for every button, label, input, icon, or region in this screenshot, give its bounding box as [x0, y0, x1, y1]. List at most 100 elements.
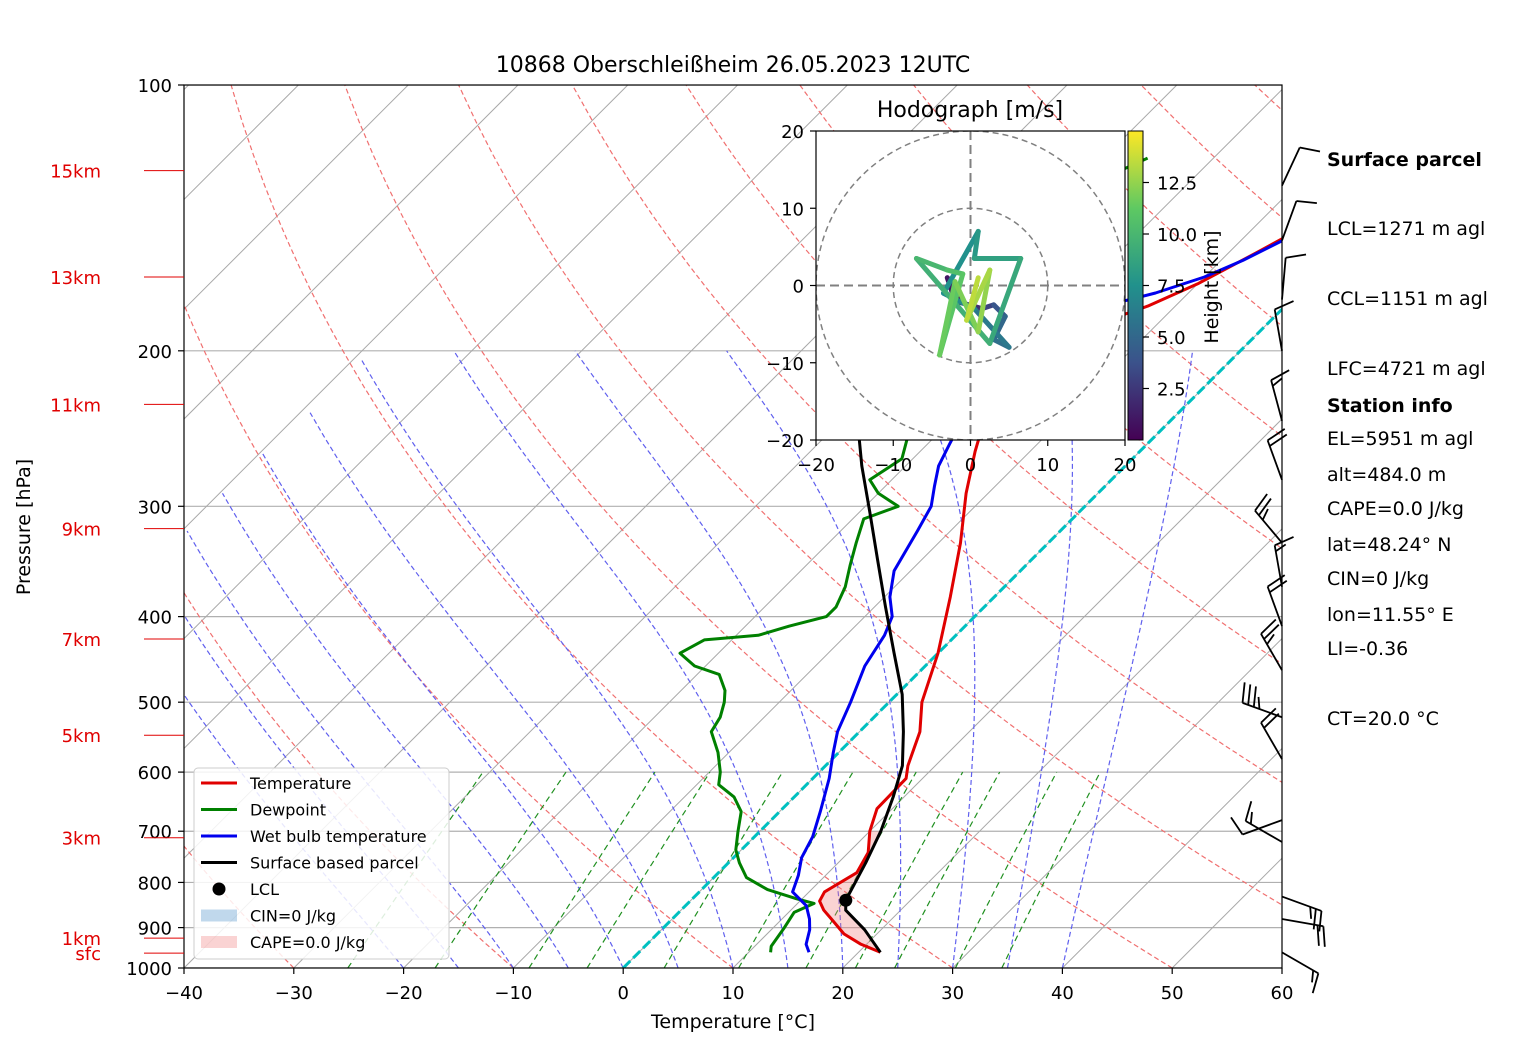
dry-adiabat-line	[458, 85, 1282, 906]
parcel-info-line: CCL=1151 m agl	[1327, 288, 1488, 311]
height-label: 15km	[50, 162, 101, 183]
isotherm-line	[842, 528, 1282, 968]
hodograph-segment	[964, 275, 981, 323]
wind-barb-flag	[1318, 910, 1323, 932]
lcl-marker	[839, 893, 853, 907]
hodograph-x-tick-label: −10	[874, 455, 912, 476]
wind-barb-flag	[1269, 579, 1288, 594]
wind-barb-flag	[1261, 508, 1269, 521]
legend-box	[193, 767, 450, 960]
isotherm-line	[952, 637, 1282, 968]
colorbar-tick-label: 12.5	[1157, 174, 1197, 195]
wind-barb-staff	[1266, 440, 1283, 481]
hodograph-grid	[816, 131, 1125, 440]
wind-barb-flag	[1274, 536, 1294, 547]
mixing-ratio-line	[954, 771, 1058, 968]
mixing-ratio-line	[854, 771, 964, 968]
wind-barb-staff	[1270, 379, 1283, 421]
y-tick-label: 400	[138, 608, 172, 629]
x-tick-label: −20	[385, 983, 423, 1004]
colorbar-axes: 2.5 5.0 7.5 10.0 12.5	[1143, 174, 1197, 401]
colorbar-tick-label: 2.5	[1157, 380, 1186, 401]
height-label: 9km	[62, 520, 101, 541]
colorbar-tick-label: 10.0	[1157, 225, 1197, 246]
wind-barb-staff	[1242, 819, 1283, 836]
wind-barb-flag	[1260, 618, 1277, 635]
hodograph-x-tick-label: 10	[1036, 455, 1059, 476]
moist-adiabat-line	[900, 350, 976, 968]
wind-barb-staff	[1281, 951, 1319, 975]
colorbar-tick-label: 5.0	[1157, 328, 1186, 349]
moist-adiabat-line	[309, 412, 679, 968]
y-tick-label: 1000	[126, 959, 172, 980]
wind-barb-flag	[1254, 493, 1268, 512]
parcel-info-line: CIN=0 J/kg	[1327, 567, 1430, 590]
chart-title: 10868 Oberschleißheim 26.05.2023 12UTC	[496, 53, 971, 78]
dry-adiabat-line	[344, 85, 1173, 968]
mixing-ratio-line	[586, 771, 711, 968]
hodograph-x-tick-label: −20	[797, 455, 835, 476]
wind-barb-flag	[1260, 707, 1277, 724]
height-label: 3km	[62, 829, 101, 850]
hodograph-x-tick-label: 0	[965, 455, 976, 476]
legend-label: Wet bulb temperature	[250, 827, 427, 846]
height-label: 7km	[62, 630, 101, 651]
legend: Temperature Dewpoint Wet bulb temperature S…	[193, 767, 450, 960]
height-label: 5km	[62, 726, 101, 747]
wind-barb-flag	[1257, 696, 1261, 710]
wind-barb-staff	[1281, 200, 1298, 241]
legend-label: Dewpoint	[250, 801, 326, 820]
hodograph-y-tick-label: 0	[793, 277, 804, 298]
height-label: sfc	[75, 944, 101, 965]
parcel-info-line: CAPE=0.0 J/kg	[1327, 498, 1464, 521]
x-tick-label: −30	[275, 983, 313, 1004]
legend-swatch	[201, 936, 237, 948]
y-tick-label: 600	[138, 763, 172, 784]
moist-adiabat-line	[260, 451, 624, 968]
wind-barb-flag	[1270, 369, 1290, 381]
wind-barb-flag	[1312, 908, 1317, 930]
wind-barb-staff	[1242, 702, 1283, 719]
wind-barb-flag	[1252, 686, 1257, 708]
colorbar-label: Height [km]	[1201, 230, 1223, 343]
isotherm-line	[184, 85, 848, 750]
isotherm-line	[1062, 747, 1282, 968]
wind-barb-staff	[1260, 722, 1283, 760]
parcel-info-title: Surface parcel	[1327, 148, 1482, 171]
hodograph-segment	[913, 255, 950, 273]
legend-swatch	[201, 909, 237, 922]
moist-adiabat-line	[1006, 350, 1073, 968]
wind-barb-staff	[1273, 309, 1283, 351]
wind-barb-flag	[1249, 811, 1253, 825]
isotherm-line	[184, 85, 409, 310]
hodograph-segment	[987, 255, 1024, 346]
y-tick-label: 100	[138, 76, 172, 97]
mixing-ratio-line	[805, 771, 917, 968]
station-info-line: lat=48.24° N	[1327, 534, 1452, 557]
wind-barb-staff	[1266, 586, 1283, 627]
wind-barb-flag	[1267, 428, 1286, 442]
wind-barb-staff	[1281, 257, 1287, 300]
colorbar	[1127, 130, 1144, 441]
hodograph-segment	[952, 279, 981, 335]
wind-barb-staff	[1273, 545, 1283, 587]
isotherm-line	[184, 85, 738, 640]
station-info-panel: Station info alt=484.0 m lat=48.24° N lo…	[1327, 348, 1454, 651]
wind-barb-flag	[1285, 253, 1307, 259]
isotherm-line	[184, 85, 629, 530]
wind-barb-flag	[1311, 970, 1315, 983]
mixing-ratio-line	[663, 771, 784, 968]
wind-barb-flag	[1263, 624, 1280, 640]
wind-barb-flag	[1269, 433, 1288, 447]
x-tick-label: 10	[722, 983, 745, 1004]
wind-barb-flag	[1309, 906, 1313, 919]
wind-barb-staff	[1281, 895, 1322, 912]
hodograph-y-tick-label: 10	[781, 199, 804, 220]
wind-barb-flag	[1296, 200, 1317, 205]
wind-barb-staff	[1245, 820, 1283, 843]
hodograph-segment	[971, 228, 981, 261]
hodograph-segment	[944, 267, 966, 277]
x-tick-label: −10	[494, 983, 532, 1004]
hodograph-y-tick-label: −20	[766, 431, 804, 452]
station-info-line: lon=11.55° E	[1327, 604, 1454, 627]
